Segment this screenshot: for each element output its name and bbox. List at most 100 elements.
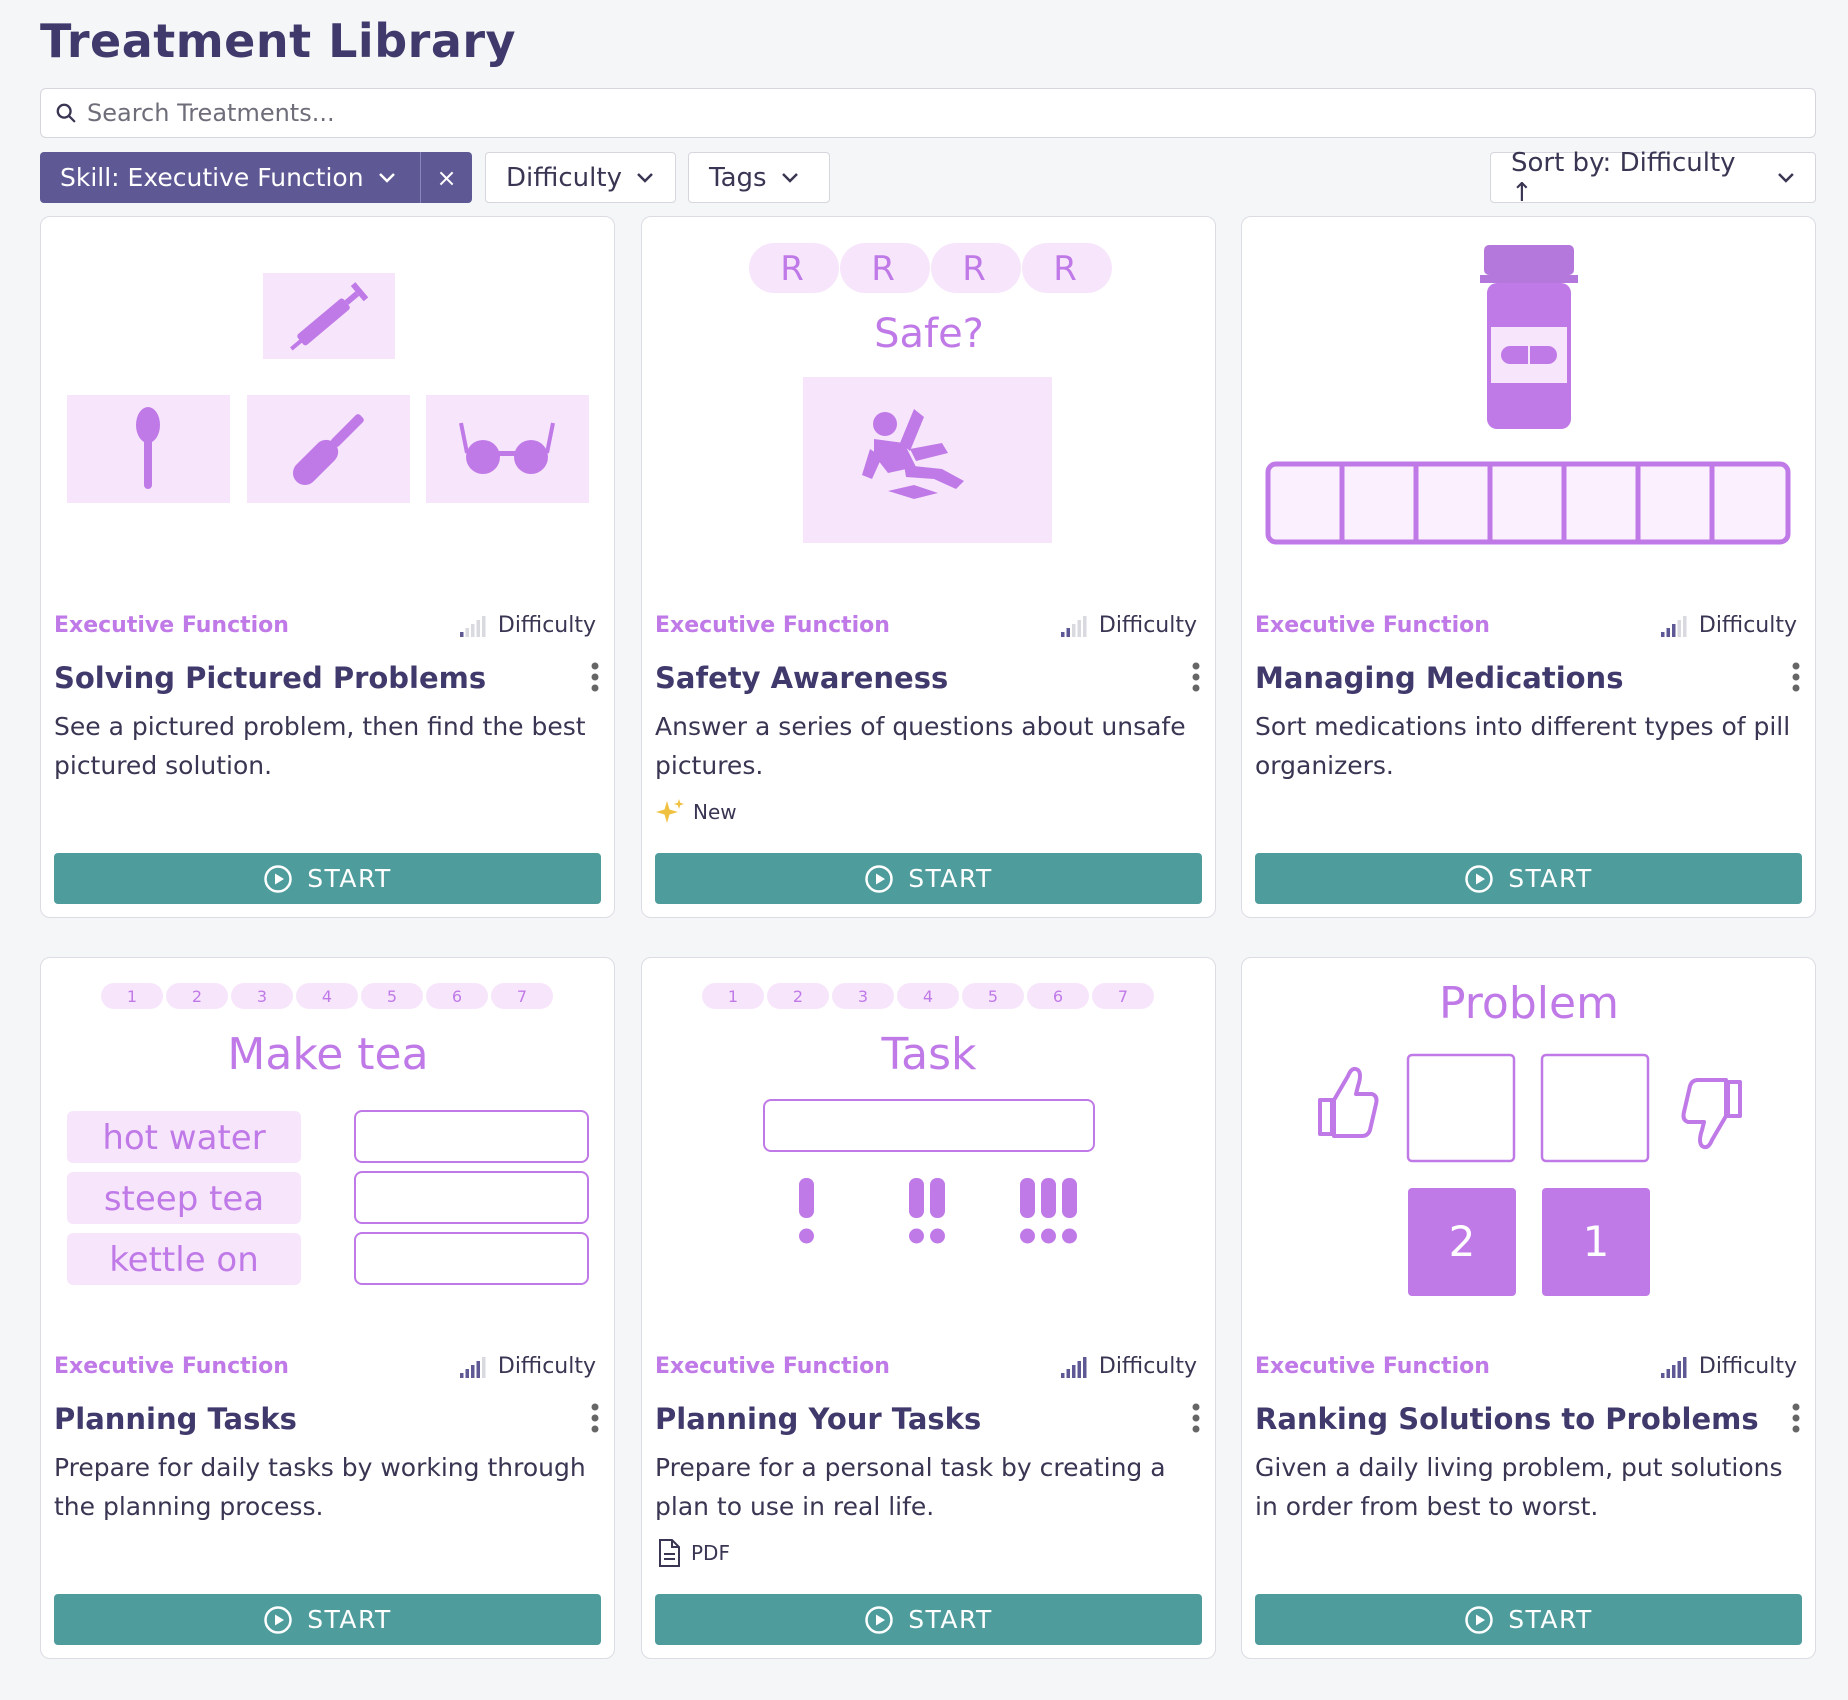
- start-button[interactable]: START: [655, 853, 1202, 904]
- sparkles-icon: [656, 799, 684, 823]
- badge-label: New: [693, 800, 737, 824]
- card-artwork: [1265, 245, 1791, 545]
- difficulty-filter-label: Difficulty: [506, 162, 622, 193]
- start-button[interactable]: START: [1255, 853, 1802, 904]
- difficulty-bar: [470, 623, 475, 637]
- step-label: 4: [322, 987, 332, 1006]
- difficulty-bar: [1677, 1360, 1681, 1378]
- treatment-card[interactable]: 1 2 3 4 5 6 7 Make tea hot water steep t…: [40, 957, 615, 1659]
- treatment-card[interactable]: 1 2 3 4 5 6 7 Task Executive Function Di…: [641, 957, 1216, 1659]
- start-button[interactable]: START: [1255, 1594, 1802, 1645]
- clear-skill-filter-button[interactable]: ×: [420, 152, 472, 203]
- treatment-card[interactable]: Executive Function Difficulty Managing M…: [1241, 216, 1816, 918]
- difficulty-bar: [1682, 1356, 1687, 1378]
- treatment-card[interactable]: Executive Function Difficulty Solving Pi…: [40, 216, 615, 918]
- tags-filter-dropdown[interactable]: Tags: [688, 152, 830, 203]
- difficulty-bar: [481, 1356, 486, 1378]
- difficulty-bars-icon: [1660, 615, 1687, 637]
- difficulty-bar: [1082, 615, 1087, 637]
- difficulty-bar: [481, 615, 486, 637]
- start-button[interactable]: START: [54, 853, 601, 904]
- card-difficulty: Difficulty: [1659, 613, 1797, 638]
- sort-label: Sort by: Difficulty ↑: [1511, 147, 1736, 208]
- card-description: Answer a series of questions about unsaf…: [655, 712, 1186, 780]
- search-icon: [56, 103, 76, 123]
- close-icon: ×: [436, 163, 457, 192]
- treatment-card[interactable]: R R R R Safe? Executive Function Difficu…: [641, 216, 1216, 918]
- difficulty-label: Difficulty: [1698, 1354, 1797, 1379]
- difficulty-bar: [1666, 627, 1670, 637]
- difficulty-bars-icon: [459, 615, 486, 637]
- difficulty-bar: [1671, 623, 1676, 637]
- card-description: Sort medications into different types of…: [1255, 712, 1791, 780]
- difficulty-filter-dropdown[interactable]: Difficulty: [485, 152, 676, 203]
- play-circle-icon: [264, 864, 292, 893]
- treatment-card[interactable]: Problem 2 1 Executive Function Difficult…: [1241, 957, 1816, 1659]
- glasses-icon: [459, 422, 555, 474]
- card-title: Safety Awareness: [655, 661, 949, 695]
- step-pills: 1 2 3 4 5 6 7: [101, 983, 553, 1009]
- difficulty-bars-icon: [459, 1356, 486, 1378]
- card-title: Ranking Solutions to Problems: [1255, 1402, 1759, 1436]
- difficulty-bar: [1666, 1368, 1670, 1378]
- more-options-icon[interactable]: [1191, 1402, 1201, 1434]
- start-label: START: [908, 864, 993, 893]
- card-artwork: R R R R Safe?: [749, 243, 1112, 543]
- start-label: START: [1508, 864, 1593, 893]
- more-options-icon[interactable]: [1191, 661, 1201, 693]
- art-caption: Safe?: [874, 311, 984, 357]
- chevron-down-icon: [637, 172, 653, 183]
- difficulty-bar: [1060, 1372, 1065, 1378]
- step-label: 7: [1118, 987, 1128, 1006]
- screwdriver-icon: [292, 414, 364, 486]
- search-input[interactable]: [87, 99, 1787, 127]
- skill-filter-dropdown[interactable]: Skill: Executive Function: [40, 152, 420, 203]
- card-description: Prepare for daily tasks by working throu…: [54, 1453, 586, 1521]
- card-difficulty: Difficulty: [458, 613, 596, 638]
- difficulty-bar: [1071, 623, 1076, 637]
- difficulty-label: Difficulty: [1098, 613, 1197, 638]
- difficulty-bar: [1066, 1368, 1070, 1378]
- more-options-icon[interactable]: [590, 661, 600, 693]
- difficulty-bar: [1660, 1372, 1665, 1378]
- more-options-icon[interactable]: [1791, 1402, 1801, 1434]
- art-caption: Make tea: [227, 1029, 428, 1080]
- chevron-down-icon: [1778, 172, 1794, 183]
- r-token-label: R: [1053, 249, 1077, 289]
- play-circle-icon: [1465, 1605, 1493, 1634]
- step-label: 1: [127, 987, 137, 1006]
- start-button[interactable]: START: [54, 1594, 601, 1645]
- pill-bottle-icon: [1480, 245, 1578, 429]
- card-description: Prepare for a personal task by creating …: [655, 1453, 1166, 1521]
- difficulty-bar: [1077, 619, 1081, 637]
- step-label: 2: [793, 987, 803, 1006]
- card-skill-label: Executive Function: [655, 1354, 890, 1379]
- card-skill-label: Executive Function: [54, 1354, 289, 1379]
- card-artwork: 1 2 3 4 5 6 7 Make tea hot water steep t…: [67, 983, 589, 1285]
- card-description: Given a daily living problem, put soluti…: [1255, 1453, 1783, 1521]
- difficulty-label: Difficulty: [497, 613, 596, 638]
- tags-filter-label: Tags: [709, 162, 767, 193]
- sort-dropdown[interactable]: Sort by: Difficulty ↑: [1490, 148, 1816, 208]
- difficulty-label: Difficulty: [497, 1354, 596, 1379]
- more-options-icon[interactable]: [1791, 661, 1801, 693]
- card-title: Managing Medications: [1255, 661, 1624, 695]
- search-bar[interactable]: [40, 88, 1816, 138]
- r-token-label: R: [780, 249, 804, 289]
- start-button[interactable]: START: [655, 1594, 1202, 1645]
- chevron-down-icon: [781, 172, 798, 183]
- thumbs-up-icon: [1318, 1066, 1379, 1138]
- more-options-icon[interactable]: [590, 1402, 600, 1434]
- step-label: 7: [517, 987, 527, 1006]
- difficulty-bar: [459, 631, 464, 637]
- start-label: START: [1508, 1605, 1593, 1634]
- difficulty-bar: [465, 1368, 469, 1378]
- card-artwork: Problem 2 1: [1318, 978, 1742, 1296]
- skill-filter-label: Skill: Executive Function: [60, 163, 364, 192]
- page-title: Treatment Library: [40, 14, 517, 68]
- difficulty-bar: [1677, 619, 1681, 637]
- pdf-badge: PDF: [655, 1538, 730, 1568]
- start-label: START: [908, 1605, 993, 1634]
- badge-label: PDF: [691, 1541, 730, 1565]
